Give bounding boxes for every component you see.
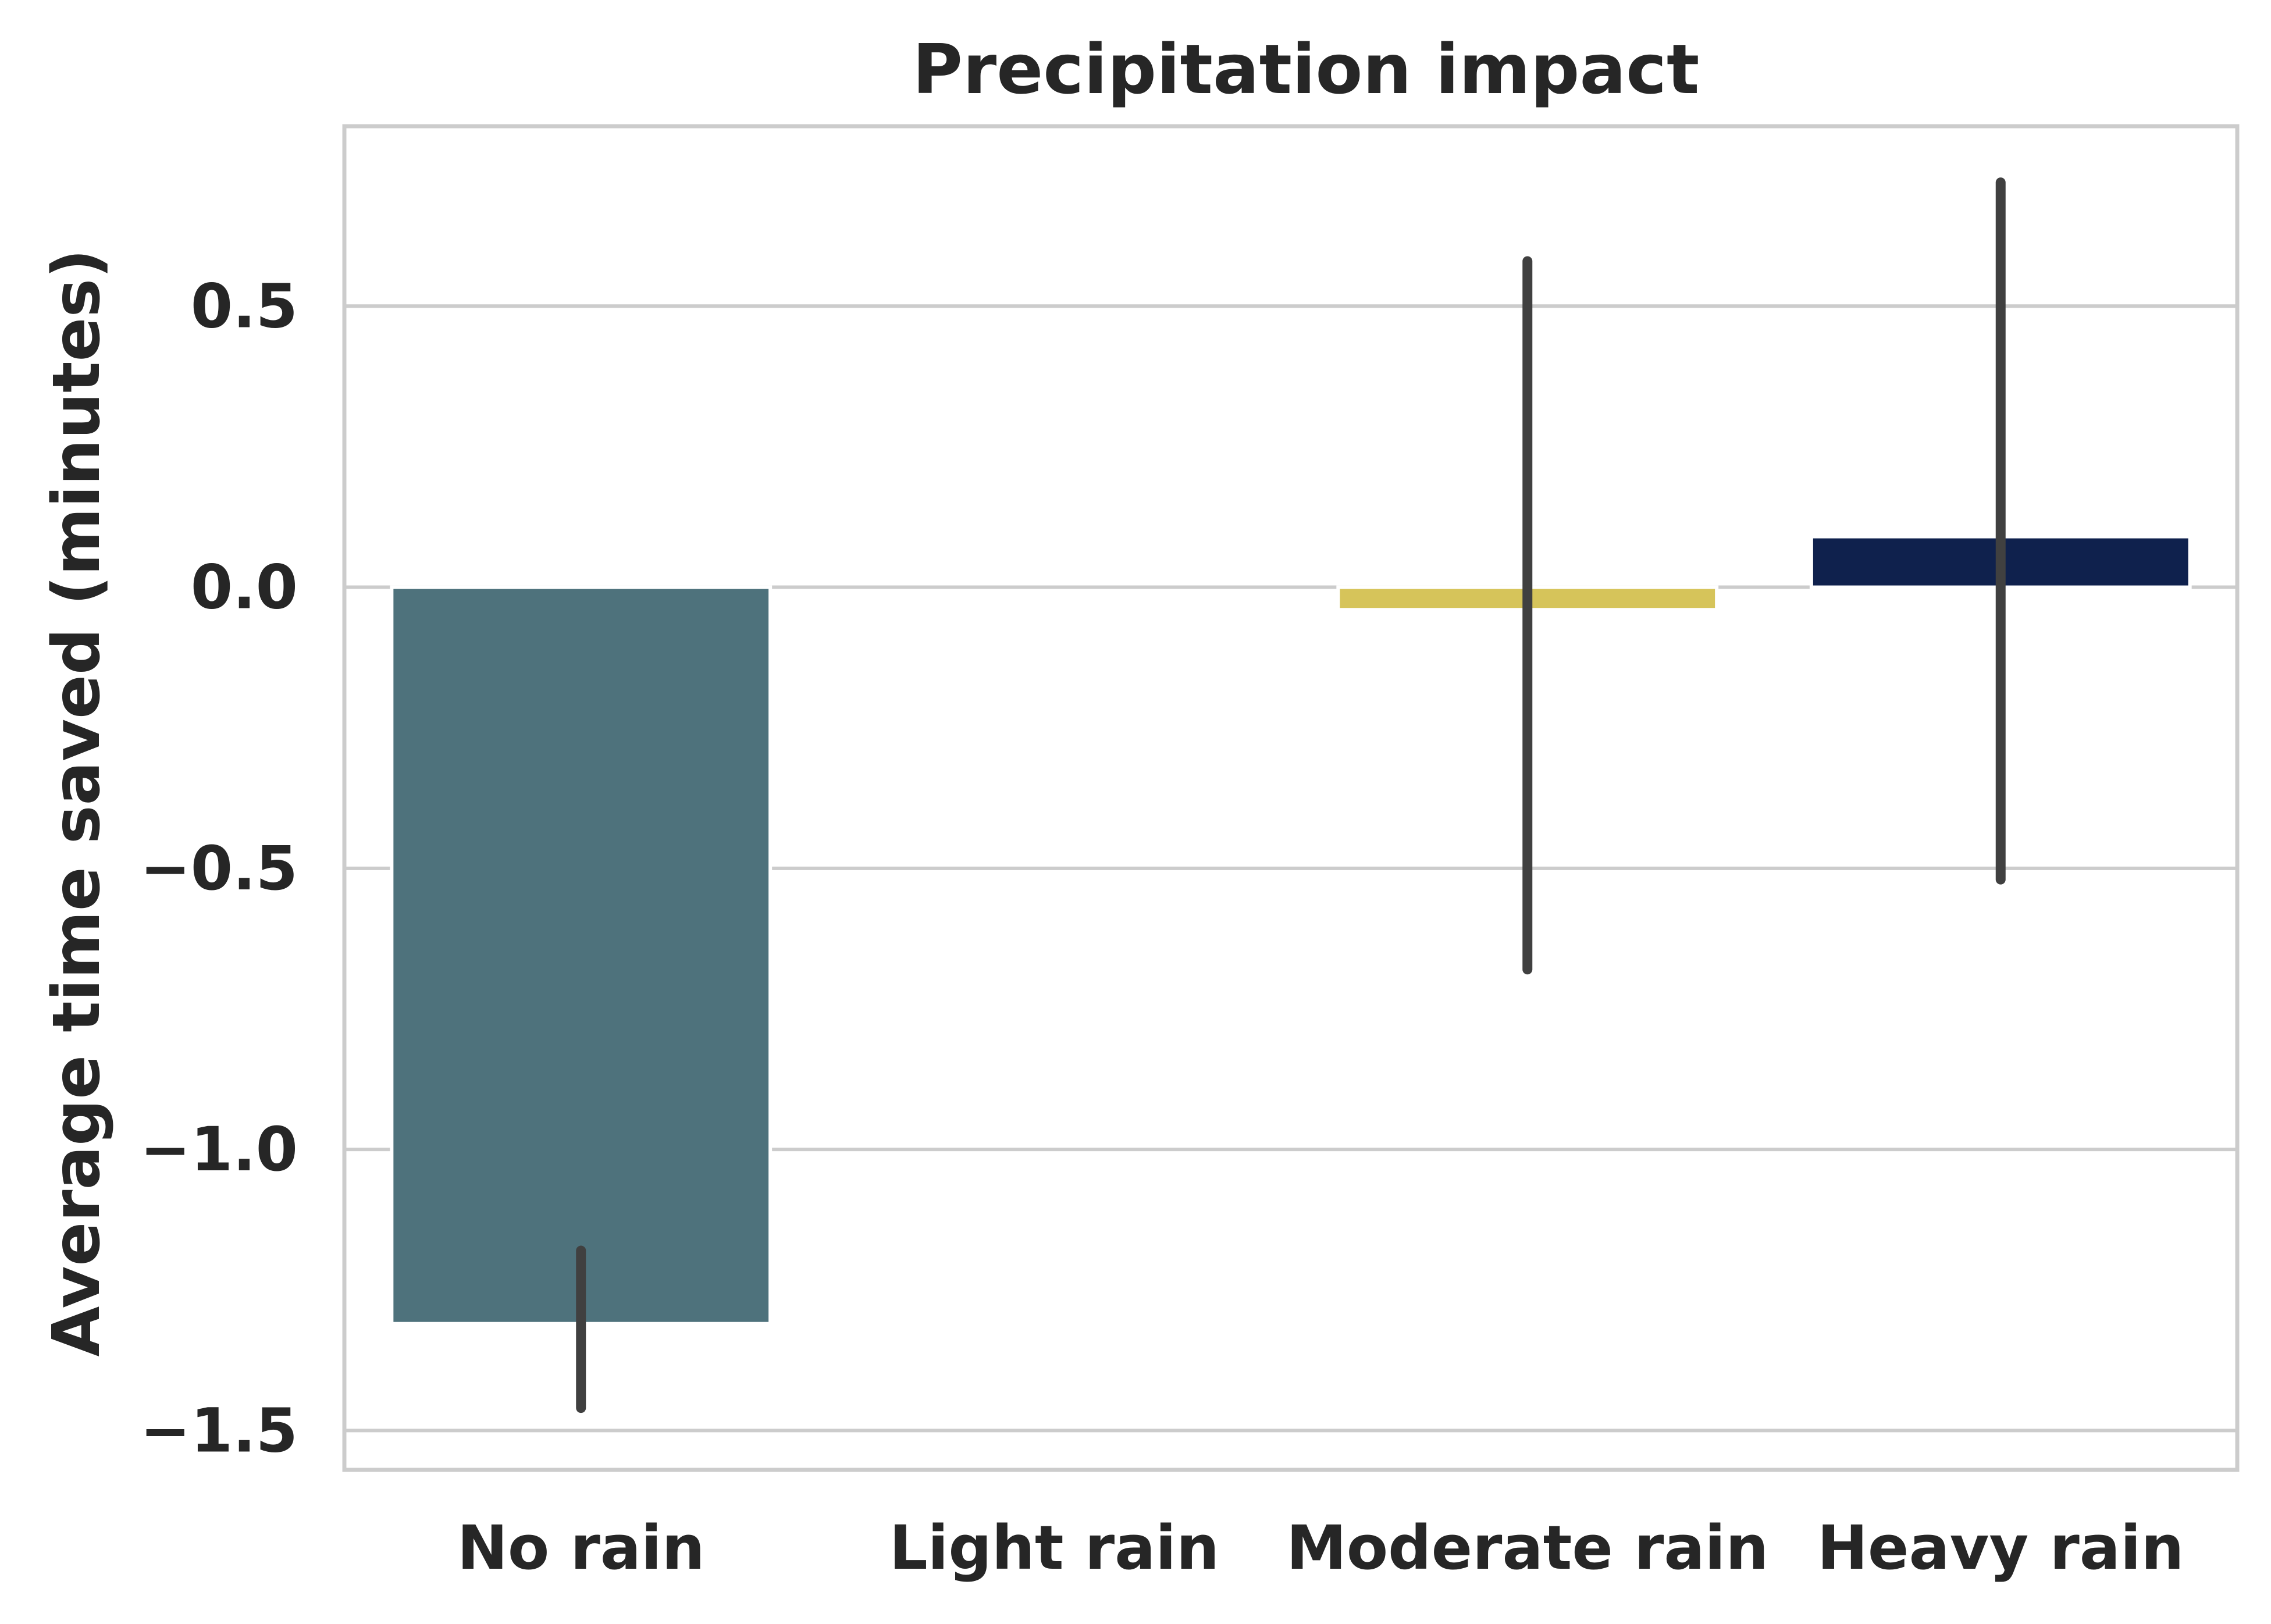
bar: [390, 585, 773, 1326]
chart-title: Precipitation impact: [913, 29, 1700, 109]
plot-frame: [342, 124, 2240, 1472]
error-bars: [576, 177, 2006, 1413]
y-tick-label: 0.5: [191, 270, 298, 341]
bars: [390, 535, 2192, 1326]
x-tick-label: No rain: [457, 1512, 705, 1583]
x-tick-label: Light rain: [889, 1512, 1219, 1583]
y-tick-label: 0.0: [191, 552, 298, 623]
y-axis-label: Average time saved (minutes): [39, 249, 115, 1357]
x-tick-label: Heavy rain: [1817, 1512, 2184, 1583]
x-tick-label: Moderate rain: [1286, 1512, 1768, 1583]
y-tick-label: −1.5: [140, 1395, 298, 1466]
y-tick-label: −0.5: [140, 833, 298, 904]
y-tick-label: −1.0: [140, 1114, 298, 1185]
x-tick-labels: No rain Light rain Moderate rain Heavy rain: [457, 1512, 2184, 1583]
y-tick-labels: 0.5 0.0 −0.5 −1.0 −1.5: [140, 270, 298, 1466]
